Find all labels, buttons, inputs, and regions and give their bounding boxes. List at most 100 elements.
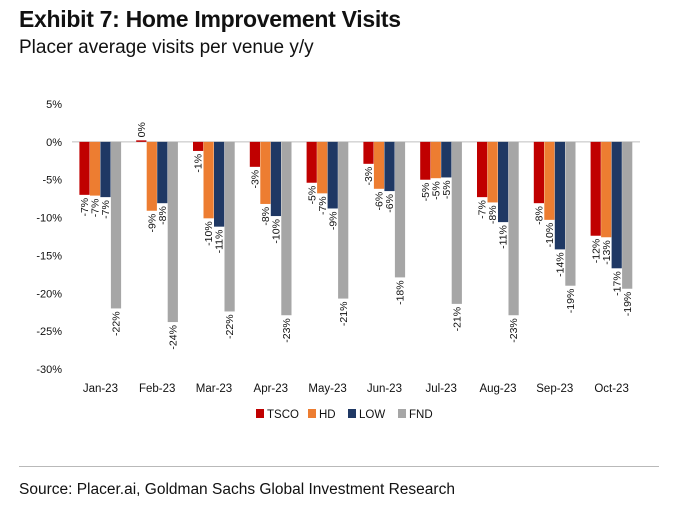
data-label: -23%	[508, 318, 520, 343]
x-tick-label: Sep-23	[536, 383, 573, 395]
bar-low	[100, 141, 111, 198]
data-label: -24%	[167, 325, 179, 350]
data-label: -14%	[555, 252, 567, 277]
data-label: -10%	[544, 223, 556, 248]
bar-hd	[89, 141, 101, 196]
legend-swatch-hd	[308, 409, 316, 418]
bar-fnd	[622, 141, 633, 289]
bar-tsco	[533, 141, 544, 204]
y-tick-label: -15%	[36, 250, 62, 262]
y-tick-label: 5%	[46, 99, 62, 111]
data-label: -7%	[100, 200, 112, 219]
bar-fnd	[394, 141, 406, 278]
bar-tsco	[136, 140, 147, 142]
bar-low	[498, 141, 509, 223]
bar-tsco	[590, 141, 601, 236]
x-tick-label: Mar-23	[196, 383, 232, 395]
data-label: -7%	[477, 200, 489, 219]
data-label: -1%	[193, 154, 205, 173]
legend-swatch-fnd	[398, 409, 406, 418]
x-tick-label: Feb-23	[139, 383, 175, 395]
bar-hd	[601, 141, 612, 238]
data-label: -3%	[250, 170, 262, 189]
data-label: -7%	[317, 196, 329, 215]
bar-hd	[203, 141, 214, 219]
bar-hd	[260, 141, 271, 204]
bar-low	[327, 141, 338, 209]
x-tick-label: Oct-23	[594, 383, 629, 395]
data-label: -13%	[601, 240, 613, 265]
data-label: -10%	[271, 219, 283, 244]
legend-label-low: LOW	[359, 409, 385, 421]
y-tick-label: -10%	[36, 213, 62, 225]
y-tick-label: -30%	[36, 364, 62, 376]
data-label: -5%	[306, 186, 318, 205]
x-tick-label: Apr-23	[254, 383, 289, 395]
legend-swatch-tsco	[256, 409, 264, 418]
bar-tsco	[79, 141, 90, 195]
data-label: -18%	[395, 280, 407, 305]
data-label: -6%	[374, 192, 386, 211]
bar-tsco	[306, 141, 317, 183]
x-tick-label: Aug-23	[479, 383, 516, 395]
data-label: -21%	[451, 307, 463, 332]
bar-fnd	[224, 141, 235, 312]
data-label: -8%	[487, 205, 499, 224]
data-label: -5%	[430, 181, 442, 200]
data-label: 0%	[136, 122, 148, 137]
bar-hd	[317, 141, 328, 194]
bar-tsco	[193, 141, 204, 151]
x-tick-label: May-23	[308, 383, 346, 395]
legend-swatch-low	[348, 409, 356, 418]
data-label: -22%	[111, 311, 123, 336]
bar-hd	[430, 141, 441, 179]
bar-low	[270, 141, 281, 217]
bar-tsco	[249, 141, 260, 167]
legend-label-tsco: TSCO	[267, 409, 299, 421]
y-tick-label: 0%	[46, 137, 62, 149]
bar-low	[554, 141, 565, 250]
data-label: -12%	[590, 239, 602, 264]
bar-low	[441, 141, 452, 178]
data-label: -11%	[498, 225, 510, 249]
y-tick-label: -25%	[36, 326, 62, 338]
data-label: -5%	[420, 183, 432, 202]
bar-fnd	[565, 141, 576, 286]
data-label: -10%	[203, 221, 215, 246]
data-label: -19%	[565, 289, 577, 314]
bar-tsco	[420, 141, 431, 180]
data-label: -7%	[79, 198, 91, 217]
data-label: -9%	[327, 211, 339, 230]
bar-fnd	[110, 141, 122, 309]
bar-fnd	[338, 141, 349, 299]
x-tick-label: Jul-23	[426, 383, 457, 395]
legend-label-hd: HD	[319, 409, 336, 421]
data-label: -17%	[611, 271, 623, 296]
chart-subtitle: Placer average visits per venue y/y	[19, 37, 314, 58]
data-label: -8%	[157, 206, 169, 225]
data-label: -7%	[90, 199, 102, 218]
bar-fnd	[281, 141, 292, 316]
bar-hd	[487, 141, 498, 203]
source-note: Source: Placer.ai, Goldman Sachs Global …	[19, 481, 455, 498]
bar-low	[214, 141, 225, 227]
data-label: -8%	[260, 207, 272, 226]
bar-tsco	[363, 141, 374, 164]
data-label: -23%	[281, 318, 293, 343]
data-label: -3%	[363, 167, 375, 186]
data-label: -9%	[146, 214, 158, 233]
data-label: -22%	[224, 314, 236, 339]
bar-hd	[146, 141, 157, 211]
bar-fnd	[167, 141, 178, 323]
bar-low	[157, 141, 168, 204]
bar-hd	[544, 141, 555, 220]
data-label: -5%	[441, 180, 453, 199]
data-label: -19%	[622, 292, 634, 317]
bar-low	[384, 141, 395, 192]
legend-label-fnd: FND	[409, 409, 433, 421]
x-tick-label: Jun-23	[367, 383, 402, 395]
x-tick-label: Jan-23	[83, 383, 118, 395]
footer-divider	[19, 466, 659, 467]
data-label: -11%	[214, 230, 226, 254]
